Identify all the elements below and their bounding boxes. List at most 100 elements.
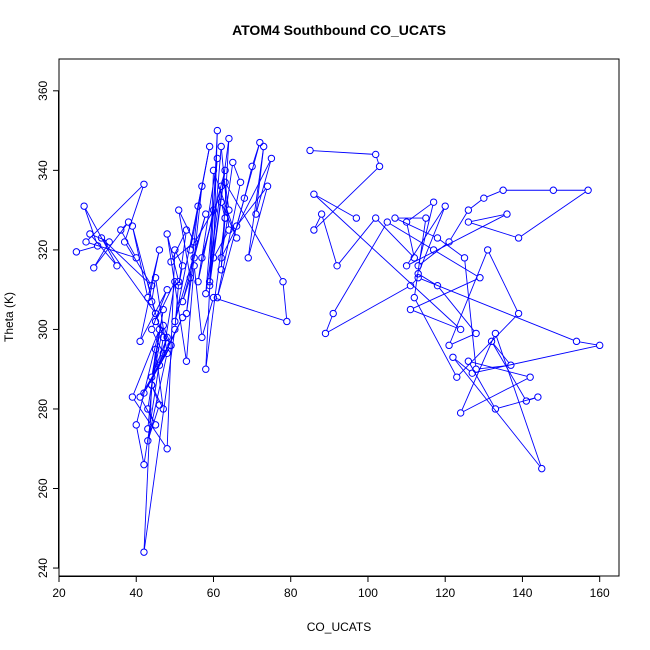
series-segment: [413, 310, 458, 329]
data-point: [147, 325, 156, 334]
series-segment: [147, 352, 156, 426]
series-segment: [221, 205, 225, 216]
series-1: [72, 126, 291, 556]
series-segment: [217, 185, 241, 295]
data-point: [178, 262, 187, 270]
x-tick-label: 40: [130, 586, 144, 600]
data-point: [159, 305, 167, 314]
data-point: [198, 254, 206, 262]
series-segment: [414, 221, 426, 295]
data-point: [410, 293, 419, 302]
data-point: [464, 218, 473, 226]
x-tick-label: 80: [284, 586, 298, 600]
data-point: [514, 309, 523, 318]
series-segment: [141, 399, 155, 423]
series-segment: [406, 225, 415, 255]
x-axis: 20 40 60 80 100 120 140 160: [52, 576, 610, 600]
series-segment: [470, 199, 482, 209]
data-point: [105, 238, 113, 246]
series-segment: [143, 388, 152, 549]
data-point: [147, 281, 156, 290]
data-point: [476, 274, 484, 282]
series-segment: [488, 252, 518, 311]
series-segment: [322, 217, 337, 263]
data-point: [132, 254, 140, 262]
data-point: [155, 361, 164, 369]
data-point: [190, 262, 198, 270]
series-segment: [496, 336, 542, 466]
data-point: [163, 285, 171, 294]
series-segment: [132, 229, 148, 295]
data-point: [487, 337, 496, 346]
data-point: [140, 460, 148, 469]
data-point: [171, 317, 179, 326]
series-segment: [103, 239, 150, 284]
x-tick-label: 120: [435, 586, 455, 600]
series-segment: [486, 191, 501, 198]
series-segment: [122, 224, 127, 229]
series-segment: [328, 286, 408, 333]
series-segment: [144, 340, 164, 462]
data-point: [414, 262, 422, 270]
data-point: [155, 246, 164, 254]
series-segment: [133, 332, 159, 395]
data-point: [240, 194, 249, 202]
y-tick-label: 320: [36, 240, 50, 260]
data-point: [507, 361, 515, 369]
series-segment: [156, 323, 170, 343]
data-point: [178, 297, 187, 306]
series-segment: [87, 186, 143, 240]
data-point: [429, 246, 438, 254]
data-point: [190, 238, 198, 246]
data-point: [202, 365, 210, 373]
y-axis: 240 260 280 300 320 340 360: [36, 80, 59, 578]
series-segment: [455, 358, 471, 372]
series-segment: [209, 141, 229, 279]
data-point: [124, 218, 133, 226]
series-segment: [178, 233, 187, 283]
series-segment: [222, 161, 271, 256]
data-point: [209, 206, 218, 214]
data-point: [151, 309, 160, 318]
data-point: [595, 341, 604, 350]
data-point: [86, 230, 94, 238]
data-point: [317, 210, 326, 218]
series-segment: [186, 268, 195, 359]
data-point: [155, 401, 164, 409]
data-point: [225, 134, 233, 143]
data-point: [90, 264, 98, 272]
data-point: [333, 262, 341, 270]
data-point: [549, 186, 558, 194]
series-segment: [179, 212, 194, 240]
data-point: [128, 393, 137, 401]
series-segment: [520, 191, 586, 237]
series-segment: [461, 336, 495, 411]
data-point: [136, 393, 144, 401]
series-segment: [255, 149, 264, 211]
data-point: [144, 293, 152, 302]
data-point: [433, 234, 442, 242]
plot-frame: [58, 58, 620, 577]
data-point: [229, 158, 237, 167]
data-point: [256, 138, 264, 147]
data-point: [429, 198, 438, 206]
series-segment: [436, 251, 478, 277]
series-segment: [226, 184, 282, 280]
series-segment: [377, 220, 413, 256]
data-point: [217, 254, 225, 262]
series-segment: [143, 332, 175, 550]
data-point: [534, 393, 542, 401]
data-point: [190, 254, 198, 262]
series-segment: [148, 407, 159, 438]
series-segment: [152, 387, 163, 407]
series-segment: [175, 252, 182, 264]
series-segment: [451, 334, 474, 345]
data-point: [209, 293, 218, 302]
data-point: [252, 210, 260, 218]
data-point: [213, 293, 222, 302]
data-point: [221, 166, 229, 175]
series-segment: [186, 209, 199, 311]
data-point: [147, 373, 156, 381]
series-segment: [469, 363, 495, 407]
